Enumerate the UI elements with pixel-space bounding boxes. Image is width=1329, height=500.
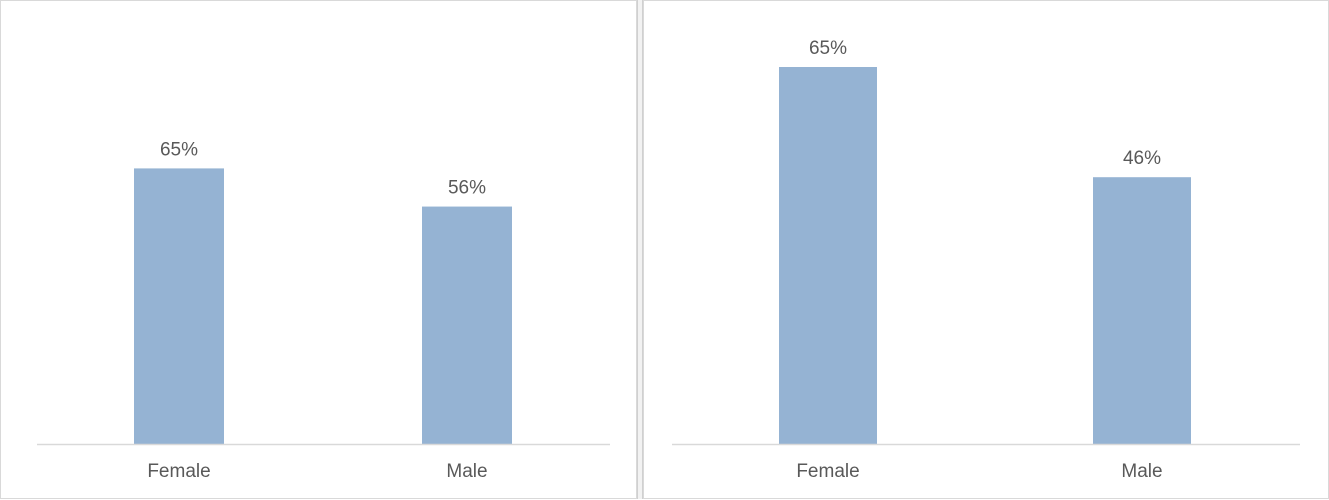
left-bar-female — [134, 168, 224, 444]
chart-right-svg: 65% Female 46% Male — [672, 38, 1300, 482]
left-category-label-male: Male — [446, 461, 487, 482]
left-category-label-female: Female — [147, 461, 210, 482]
chart-left-svg: 65% Female 56% Male — [37, 139, 610, 482]
right-category-label-female: Female — [796, 461, 859, 482]
chart-panel-right: 65% Female 46% Male — [643, 0, 1329, 499]
right-data-label-male: 46% — [1123, 148, 1161, 169]
right-category-label-male: Male — [1121, 461, 1162, 482]
chart-panel-left: 65% Female 56% Male — [0, 0, 637, 499]
panel-divider[interactable] — [637, 0, 643, 499]
right-data-label-female: 65% — [809, 38, 847, 59]
right-bar-male — [1093, 177, 1191, 444]
left-data-label-male: 56% — [448, 178, 486, 199]
right-bar-female — [779, 67, 877, 444]
left-data-label-female: 65% — [160, 139, 198, 160]
left-bar-male — [422, 206, 512, 444]
